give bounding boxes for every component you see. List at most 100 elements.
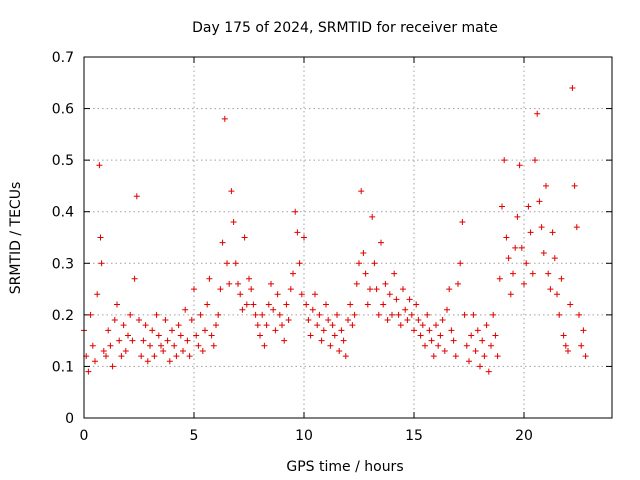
y-tick-label: 0.4: [52, 205, 74, 221]
data-point: [492, 332, 499, 339]
data-point: [400, 286, 406, 293]
data-point: [171, 342, 178, 349]
data-point: [175, 322, 182, 329]
chart-title: Day 175 of 2024, SRMTID for receiver mat…: [192, 20, 498, 36]
data-point: [153, 311, 160, 318]
data-point: [369, 213, 376, 220]
data-point: [188, 317, 195, 324]
data-point: [217, 286, 224, 293]
data-point: [287, 286, 294, 293]
data-point: [199, 347, 206, 354]
data-point: [558, 275, 565, 282]
data-point: [521, 280, 527, 287]
data-point: [501, 157, 508, 164]
data-point: [411, 327, 417, 334]
data-point: [540, 249, 547, 256]
data-point: [523, 260, 530, 267]
data-point: [107, 342, 114, 349]
data-point: [323, 301, 329, 308]
data-point: [573, 224, 580, 231]
data-point: [470, 311, 477, 318]
data-point: [551, 255, 558, 262]
data-point: [446, 286, 453, 293]
data-point: [276, 311, 283, 318]
data-point: [529, 270, 536, 277]
data-point: [215, 311, 222, 318]
data-point: [268, 280, 274, 287]
data-point: [219, 239, 226, 246]
data-point: [314, 322, 321, 329]
data-point: [250, 301, 257, 308]
data-point: [413, 301, 420, 308]
data-point: [140, 337, 147, 344]
y-tick-label: 0.1: [52, 359, 74, 375]
data-point: [549, 229, 556, 236]
data-point: [166, 358, 173, 365]
data-point: [89, 342, 96, 349]
data-point: [512, 244, 519, 251]
data-point: [142, 322, 149, 329]
data-point: [230, 219, 237, 226]
y-tick-label: 0.7: [52, 50, 74, 66]
data-point: [197, 311, 204, 318]
data-point: [325, 317, 332, 324]
data-point: [565, 347, 571, 354]
data-point: [536, 198, 543, 205]
data-point: [466, 358, 472, 365]
data-point: [505, 255, 512, 262]
data-point: [122, 347, 129, 354]
data-point: [103, 353, 109, 360]
data-point: [318, 337, 325, 344]
data-point: [232, 260, 239, 267]
data-point: [364, 301, 371, 308]
axis-ticks: 0 0.1 0.2 0.3 0.4 0.5 0.6 0.7 0 5 10 15 20: [52, 50, 612, 444]
data-point: [441, 347, 448, 354]
data-point: [336, 347, 343, 354]
data-point: [228, 188, 235, 195]
data-point: [408, 311, 415, 318]
data-point: [395, 311, 402, 318]
data-point: [226, 280, 233, 287]
data-point: [149, 327, 156, 334]
data-point: [177, 332, 184, 339]
data-point: [428, 337, 435, 344]
data-point: [301, 234, 307, 241]
data-point: [463, 342, 470, 349]
data-point: [127, 311, 134, 318]
data-point: [252, 311, 259, 318]
data-point: [162, 317, 169, 324]
data-point: [516, 162, 523, 169]
data-point: [496, 275, 503, 282]
data-point: [507, 291, 514, 298]
data-point: [147, 342, 153, 349]
data-point: [499, 203, 505, 210]
data-point: [444, 306, 450, 313]
data-point: [375, 311, 382, 318]
data-point: [455, 280, 461, 287]
y-tick-label: 0.5: [52, 153, 74, 169]
data-point: [419, 322, 426, 329]
data-point: [331, 332, 338, 339]
data-point: [294, 229, 301, 236]
data-point: [151, 353, 158, 360]
data-point: [554, 291, 560, 298]
data-point: [144, 358, 151, 365]
data-point: [193, 332, 200, 339]
data-point: [133, 193, 140, 200]
x-tick-label: 15: [405, 428, 423, 444]
data-point: [248, 286, 255, 293]
data-point: [281, 337, 288, 344]
data-point: [422, 342, 428, 349]
data-point: [155, 332, 162, 339]
data-point: [213, 322, 219, 329]
data-point: [448, 327, 455, 334]
data-point: [415, 317, 422, 324]
data-point: [206, 275, 213, 282]
data-point: [173, 353, 180, 360]
data-point: [261, 342, 268, 349]
data-point: [210, 342, 217, 349]
data-point: [562, 342, 569, 349]
data-point: [479, 337, 486, 344]
data-point: [307, 332, 314, 339]
data-point: [386, 291, 393, 298]
